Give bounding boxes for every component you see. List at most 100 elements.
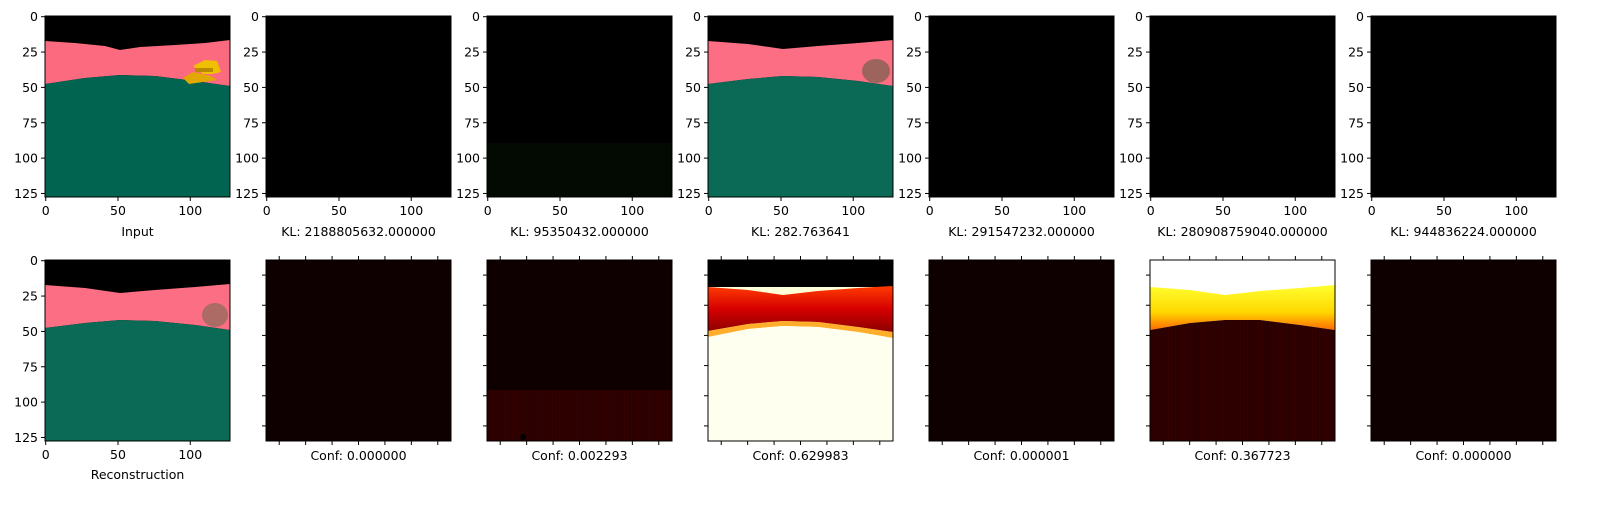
y-tick-label: 100 bbox=[14, 151, 38, 166]
pink-band bbox=[45, 284, 230, 330]
y-tick-label: 100 bbox=[14, 395, 38, 410]
x-tick-label: 0 bbox=[42, 203, 50, 218]
panel-conf-6 bbox=[1370, 259, 1557, 442]
x-tick-label: 0 bbox=[705, 203, 713, 218]
ground-region bbox=[708, 76, 893, 197]
y-tick-label: 100 bbox=[677, 151, 701, 166]
x-tick-label: 0 bbox=[1147, 203, 1155, 218]
panel-kl-1 bbox=[265, 15, 452, 198]
panel-caption: Conf: 0.000001 bbox=[973, 448, 1069, 463]
yellow-object bbox=[183, 60, 221, 84]
y-tick-label: 125 bbox=[1119, 186, 1143, 201]
y-tick-label: 75 bbox=[1348, 115, 1364, 130]
panel-reconstruction bbox=[44, 259, 231, 442]
x-tick-label: 0 bbox=[263, 203, 271, 218]
panel-kl-5 bbox=[1149, 15, 1336, 198]
y-tick-label: 0 bbox=[1135, 9, 1143, 24]
red-band bbox=[708, 286, 893, 332]
y-tick-label: 125 bbox=[14, 430, 38, 445]
x-tick-label: 50 bbox=[552, 203, 568, 218]
faint-green-region bbox=[487, 143, 672, 197]
x-tick-label: 100 bbox=[399, 203, 423, 218]
x-tick-label: 100 bbox=[178, 203, 202, 218]
y-tick-label: 50 bbox=[243, 80, 259, 95]
x-tick-label: 50 bbox=[773, 203, 789, 218]
panel-caption: Conf: 0.000000 bbox=[1415, 448, 1511, 463]
panel-caption: KL: 280908759040.000000 bbox=[1157, 224, 1328, 239]
y-tick-label: 50 bbox=[464, 80, 480, 95]
y-tick-label: 75 bbox=[22, 115, 38, 130]
y-tick-label: 75 bbox=[685, 115, 701, 130]
y-tick-label: 0 bbox=[251, 9, 259, 24]
dark-red-ground bbox=[1150, 320, 1335, 441]
y-tick-label: 75 bbox=[243, 115, 259, 130]
dark-spot bbox=[520, 434, 526, 440]
y-tick-label: 25 bbox=[243, 45, 259, 60]
x-tick-label: 0 bbox=[42, 447, 50, 462]
y-tick-label: 50 bbox=[22, 324, 38, 339]
y-tick-label: 75 bbox=[22, 359, 38, 374]
panel-caption: KL: 2188805632.000000 bbox=[281, 224, 436, 239]
y-tick-label: 125 bbox=[677, 186, 701, 201]
axis-ticks: 0 25 50 75 100 125 0 50 100 0 25 50 75 100 125 0 50 100 0 2… bbox=[14, 9, 1544, 462]
y-tick-label: 0 bbox=[914, 9, 922, 24]
x-tick-label: 50 bbox=[110, 203, 126, 218]
y-tick-label: 25 bbox=[22, 45, 38, 60]
y-tick-label: 75 bbox=[464, 115, 480, 130]
ground-region bbox=[45, 75, 230, 197]
panel-caption: Conf: 0.367723 bbox=[1194, 448, 1290, 463]
x-tick-label: 100 bbox=[1283, 203, 1307, 218]
panel-conf-3 bbox=[707, 259, 894, 442]
x-tick-label: 0 bbox=[926, 203, 934, 218]
panel-caption: KL: 95350432.000000 bbox=[510, 224, 649, 239]
panel-kl-6 bbox=[1370, 15, 1557, 198]
panel-captions: Input KL: 2188805632.000000 KL: 95350432.0… bbox=[91, 224, 1537, 482]
panel-input bbox=[44, 15, 231, 198]
x-tick-label: 0 bbox=[1368, 203, 1376, 218]
panel-conf-1 bbox=[265, 259, 452, 442]
y-tick-label: 0 bbox=[693, 9, 701, 24]
y-tick-label: 25 bbox=[464, 45, 480, 60]
y-tick-label: 125 bbox=[14, 186, 38, 201]
panel-caption: Reconstruction bbox=[91, 467, 185, 482]
y-tick-label: 100 bbox=[898, 151, 922, 166]
y-tick-label: 125 bbox=[898, 186, 922, 201]
y-tick-label: 50 bbox=[906, 80, 922, 95]
x-tick-label: 0 bbox=[484, 203, 492, 218]
y-tick-label: 100 bbox=[235, 151, 259, 166]
x-tick-label: 100 bbox=[620, 203, 644, 218]
ground-region bbox=[45, 320, 230, 441]
panel-caption: KL: 282.763641 bbox=[751, 224, 850, 239]
blurred-object bbox=[862, 59, 890, 83]
panel-caption: KL: 291547232.000000 bbox=[948, 224, 1095, 239]
x-tick-label: 50 bbox=[1436, 203, 1452, 218]
y-tick-label: 100 bbox=[1340, 151, 1364, 166]
x-tick-label: 100 bbox=[841, 203, 865, 218]
panel-caption: KL: 944836224.000000 bbox=[1390, 224, 1537, 239]
top-dark-region bbox=[708, 260, 893, 287]
panel-kl-2 bbox=[486, 15, 673, 198]
x-tick-label: 100 bbox=[178, 447, 202, 462]
y-tick-label: 0 bbox=[1356, 9, 1364, 24]
panel-kl-3 bbox=[707, 15, 894, 198]
y-tick-label: 50 bbox=[22, 80, 38, 95]
y-tick-label: 50 bbox=[1127, 80, 1143, 95]
pink-band bbox=[45, 40, 230, 86]
x-tick-label: 50 bbox=[1215, 203, 1231, 218]
panel-conf-5 bbox=[1149, 259, 1336, 442]
x-tick-label: 50 bbox=[994, 203, 1010, 218]
y-tick-label: 0 bbox=[30, 9, 38, 24]
y-tick-label: 75 bbox=[1127, 115, 1143, 130]
y-tick-label: 25 bbox=[1348, 45, 1364, 60]
y-tick-label: 25 bbox=[685, 45, 701, 60]
y-tick-label: 75 bbox=[906, 115, 922, 130]
panel-caption: Input bbox=[121, 224, 153, 239]
dark-red-region bbox=[487, 390, 672, 441]
y-tick-label: 25 bbox=[1127, 45, 1143, 60]
panel-caption: Conf: 0.002293 bbox=[531, 448, 627, 463]
blurred-object bbox=[202, 303, 228, 327]
orange-transition bbox=[708, 321, 893, 338]
y-tick-label: 50 bbox=[685, 80, 701, 95]
y-tick-label: 50 bbox=[1348, 80, 1364, 95]
